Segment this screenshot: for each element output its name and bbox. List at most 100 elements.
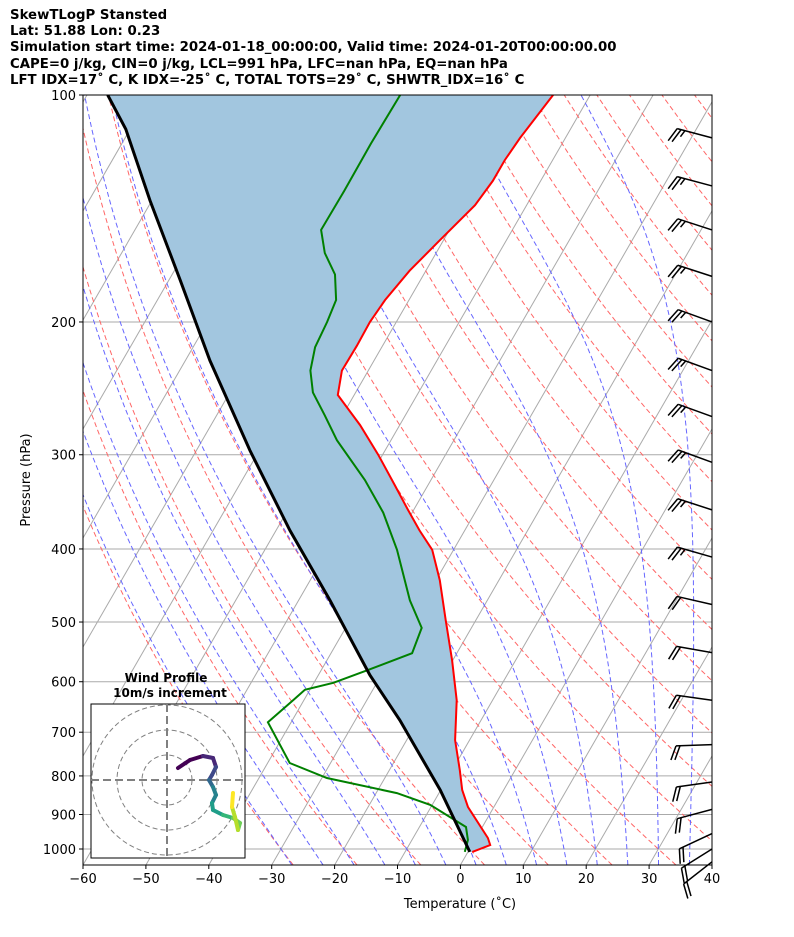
barb-tick: [667, 498, 679, 511]
dry-adiabat: [661, 95, 712, 163]
barb-tick: [667, 128, 678, 142]
barb-tick: [667, 309, 679, 322]
wind-barb: [668, 694, 713, 710]
moist-adiabat: [84, 95, 447, 865]
barb-staff: [677, 546, 713, 558]
isotherm-line: [648, 754, 712, 865]
barb-tick: [667, 403, 679, 417]
barb-tick: [667, 645, 678, 660]
title-indices-2: LFT IDX=17˚ C, K IDX=-25˚ C, TOTAL TOTS=…: [10, 73, 525, 88]
barb-tick: [674, 745, 681, 761]
barb-tick: [679, 548, 686, 556]
wind-barb: [682, 861, 713, 899]
wind-barb: [667, 308, 713, 323]
wind-barb: [667, 218, 713, 233]
hodograph-segment: [176, 758, 192, 770]
barb-tick: [674, 818, 678, 834]
barb-tick: [671, 266, 683, 279]
barb-staff: [676, 595, 713, 606]
isotherm-line: [711, 863, 712, 865]
isotherm-line: [522, 536, 712, 865]
dry-adiabat: [107, 95, 549, 865]
barb-staff: [677, 175, 713, 187]
y-tick-label: 1000: [43, 843, 76, 858]
wind-barb: [674, 808, 713, 834]
isotherm-line: [208, 95, 654, 865]
barb-tick: [667, 264, 679, 278]
x-axis-label: Temperature (˚C): [403, 896, 516, 912]
barb-tick: [668, 694, 678, 709]
temperature-line: [336, 95, 554, 853]
dry-adiabat: [83, 126, 485, 865]
barb-tick: [679, 178, 686, 186]
x-tick-label: 0: [456, 872, 464, 887]
barb-staff: [683, 861, 713, 885]
barb-staff: [677, 403, 713, 418]
dewpoint-line: [266, 95, 469, 853]
barb-staff: [677, 808, 713, 820]
dry-adiabat: [531, 95, 712, 342]
cape-cin-shading: [107, 95, 554, 852]
moist-adiabat: [355, 95, 629, 865]
x-tick-label: −10: [384, 872, 411, 887]
barb-tick: [667, 176, 678, 190]
barb-tick: [679, 130, 686, 138]
barb-tick: [678, 817, 682, 833]
barb-tick: [671, 646, 682, 661]
barb-staff: [677, 218, 713, 231]
wind-barb: [667, 357, 713, 372]
barb-tick: [667, 218, 679, 231]
hodograph-title: Wind Profile: [125, 671, 208, 685]
barb-tick: [684, 865, 689, 881]
title-times: Simulation start time: 2024-01-18_00:00:…: [10, 40, 617, 55]
dry-adiabat: [335, 95, 712, 631]
barb-tick: [670, 745, 677, 761]
hodograph-segment: [233, 815, 240, 832]
isotherm-line: [271, 100, 712, 865]
moist-adiabat: [452, 95, 659, 865]
hodograph-segment: [230, 791, 235, 809]
moist-adiabat: [752, 95, 794, 865]
dry-adiabat: [727, 95, 794, 865]
profiles: [106, 95, 554, 853]
x-tick-label: 20: [578, 872, 595, 887]
moist-adiabat: [282, 95, 598, 865]
x-tick-label: −30: [258, 872, 285, 887]
y-tick-label: 500: [51, 616, 76, 631]
isotherm-line: [585, 645, 712, 865]
y-tick-label: 100: [51, 89, 76, 104]
barb-tick: [680, 406, 687, 414]
moist-adiabat: [83, 284, 386, 865]
wind-barb: [670, 743, 713, 761]
wind-barb: [667, 595, 713, 611]
moist-adiabat: [83, 195, 416, 865]
y-tick-label: 200: [51, 316, 76, 331]
dry-adiabat: [368, 95, 712, 581]
x-tick-label: 40: [704, 872, 721, 887]
x-tick-label: 30: [641, 872, 658, 887]
hodograph-subtitle: 10m/s increment: [113, 686, 227, 700]
axes: −60 −50 −40 −30 −20 −10 0 10 20 30 40 100 200 300 400 5…: [43, 89, 720, 887]
x-tick-label: −20: [321, 872, 348, 887]
barb-staff: [676, 645, 713, 654]
y-tick-label: 300: [51, 449, 76, 464]
barb-tick: [672, 695, 681, 710]
hodograph-inset: Wind Profile 10m/s increment: [90, 671, 246, 859]
title-indices-1: CAPE=0 j/kg, CIN=0 j/kg, LCL=991 hPa, LF…: [10, 57, 508, 72]
isotherm-line: [459, 427, 712, 865]
title-station: SkewTLogP Stansted: [10, 8, 168, 23]
barb-tick: [671, 499, 683, 513]
dry-adiabat: [498, 95, 712, 388]
barb-tick: [680, 867, 685, 884]
barb-tick: [667, 546, 678, 560]
barb-tick: [679, 220, 686, 228]
wind-barbs: [667, 127, 713, 899]
x-tick-label: 10: [515, 872, 532, 887]
barb-staff: [677, 449, 713, 464]
y-tick-label: 800: [51, 770, 76, 785]
barb-tick: [671, 359, 683, 372]
wind-barb: [667, 449, 713, 464]
barb-tick: [671, 219, 683, 233]
dry-adiabat: [83, 504, 294, 865]
